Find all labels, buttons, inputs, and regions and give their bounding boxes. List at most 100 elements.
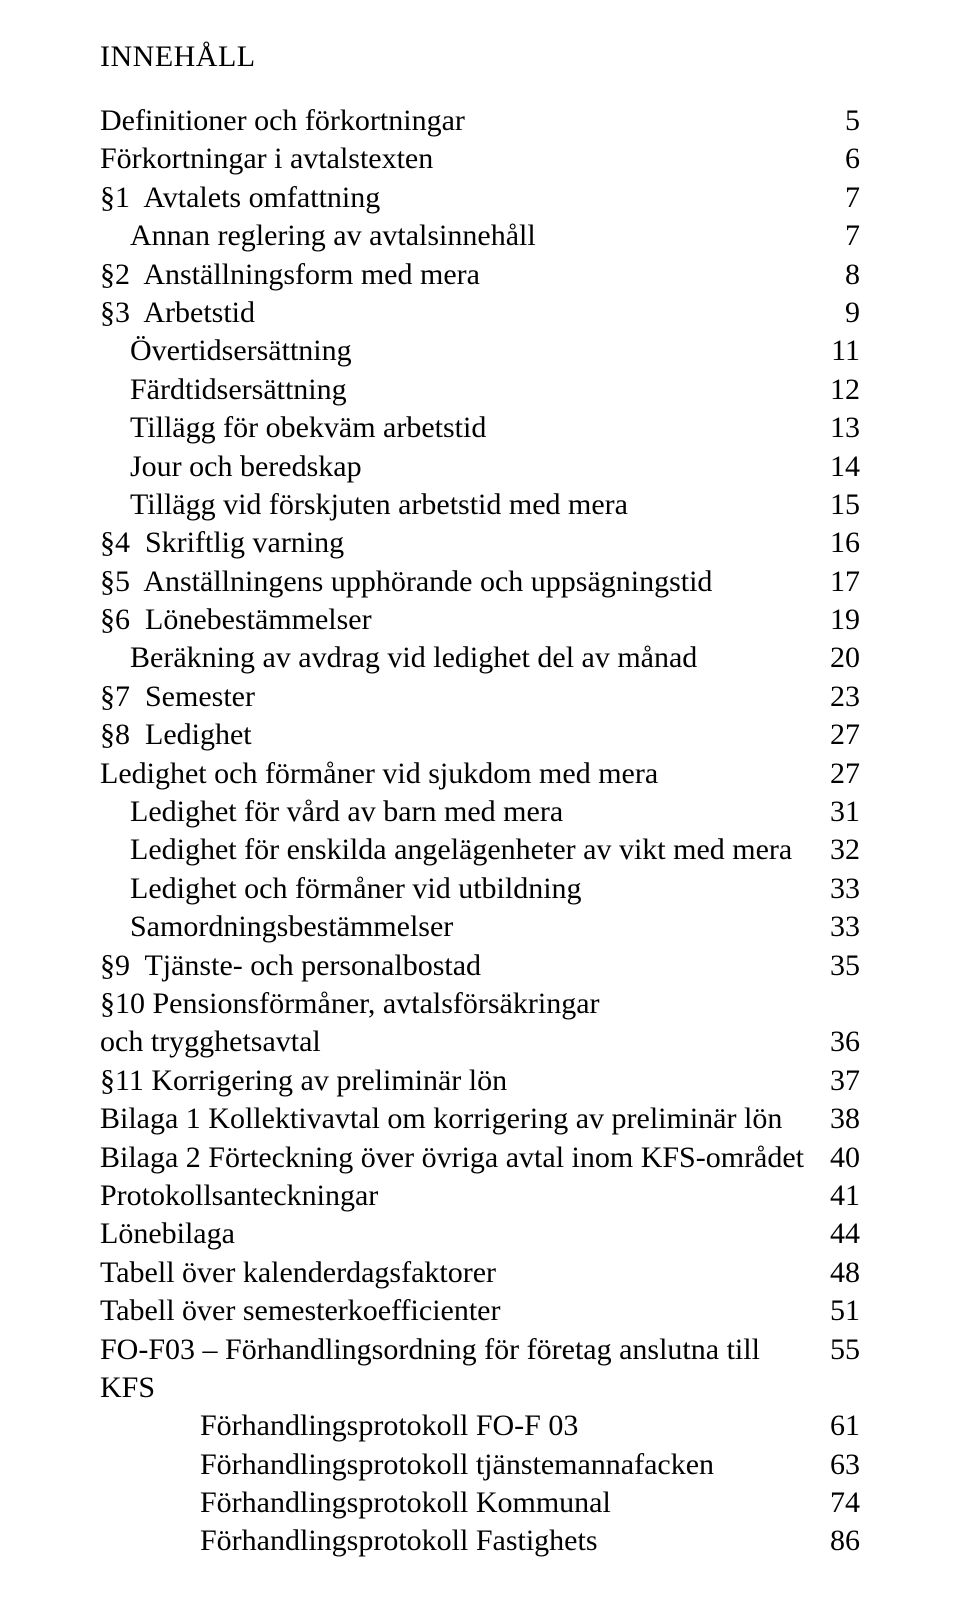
toc-page-number: 15 <box>810 486 860 524</box>
toc-row: §2 Anställningsform med mera8 <box>100 256 860 294</box>
toc-page-number: 14 <box>810 448 860 486</box>
toc-page-number: 8 <box>820 256 860 294</box>
toc-row: §10 Pensionsförmåner, avtalsförsäkringar <box>100 985 860 1023</box>
toc-page-number: 44 <box>810 1215 860 1253</box>
toc-row: FO-F03 – Förhandlingsordning för företag… <box>100 1331 860 1408</box>
toc-page-number: 6 <box>820 140 860 178</box>
toc-list: Definitioner och förkortningar5Förkortni… <box>100 102 860 1561</box>
toc-row: och trygghetsavtal36 <box>100 1023 860 1061</box>
toc-label: Förhandlingsprotokoll FO-F 03 <box>100 1407 810 1445</box>
toc-row: Protokollsanteckningar41 <box>100 1177 860 1215</box>
toc-label: Annan reglering av avtalsinnehåll <box>100 217 820 255</box>
toc-label: §8 Ledighet <box>100 716 810 754</box>
toc-label: Tabell över semesterkoefficienter <box>100 1292 810 1330</box>
toc-row: Förhandlingsprotokoll tjänstemannafacken… <box>100 1446 860 1484</box>
toc-label: Förhandlingsprotokoll Fastighets <box>100 1522 810 1560</box>
toc-row: §9 Tjänste- och personalbostad35 <box>100 947 860 985</box>
toc-page-number: 7 <box>820 217 860 255</box>
toc-label: Tillägg för obekväm arbetstid <box>100 409 810 447</box>
toc-label: Förhandlingsprotokoll Kommunal <box>100 1484 810 1522</box>
toc-row: Förhandlingsprotokoll Fastighets86 <box>100 1522 860 1560</box>
toc-label: FO-F03 – Förhandlingsordning för företag… <box>100 1331 810 1408</box>
toc-page-number: 74 <box>810 1484 860 1522</box>
toc-row: §7 Semester23 <box>100 678 860 716</box>
toc-label: §2 Anställningsform med mera <box>100 256 820 294</box>
toc-row: Förkortningar i avtalstexten6 <box>100 140 860 178</box>
toc-label: Övertidsersättning <box>100 332 811 370</box>
toc-row: §8 Ledighet27 <box>100 716 860 754</box>
toc-row: §4 Skriftlig varning16 <box>100 524 860 562</box>
toc-page-number: 33 <box>810 908 860 946</box>
toc-row: §3 Arbetstid9 <box>100 294 860 332</box>
toc-row: Ledighet för enskilda angelägenheter av … <box>100 831 860 869</box>
toc-label: §5 Anställningens upphörande och uppsägn… <box>100 563 810 601</box>
toc-page-number: 20 <box>810 639 860 677</box>
toc-label: Tillägg vid förskjuten arbetstid med mer… <box>100 486 810 524</box>
toc-page-number: 48 <box>810 1254 860 1292</box>
toc-label: Tabell över kalenderdagsfaktorer <box>100 1254 810 1292</box>
toc-page-number: 36 <box>810 1023 860 1061</box>
toc-page-number: 16 <box>810 524 860 562</box>
toc-label: §7 Semester <box>100 678 810 716</box>
toc-label: §11 Korrigering av preliminär lön <box>100 1062 810 1100</box>
toc-label: Ledighet för enskilda angelägenheter av … <box>100 831 810 869</box>
toc-row: Bilaga 2 Förteckning över övriga avtal i… <box>100 1139 860 1177</box>
toc-row: Samordningsbestämmelser33 <box>100 908 860 946</box>
toc-label: Lönebilaga <box>100 1215 810 1253</box>
toc-row: §11 Korrigering av preliminär lön37 <box>100 1062 860 1100</box>
toc-page-number: 38 <box>810 1100 860 1138</box>
toc-row: §6 Lönebestämmelser19 <box>100 601 860 639</box>
toc-label: Jour och beredskap <box>100 448 810 486</box>
toc-page-number: 33 <box>810 870 860 908</box>
toc-page-number: 13 <box>810 409 860 447</box>
toc-page-number: 32 <box>810 831 860 869</box>
toc-row: Beräkning av avdrag vid ledighet del av … <box>100 639 860 677</box>
toc-row: Förhandlingsprotokoll Kommunal74 <box>100 1484 860 1522</box>
toc-page-number: 31 <box>810 793 860 831</box>
toc-page-number: 5 <box>820 102 860 140</box>
toc-page-number: 40 <box>810 1139 860 1177</box>
toc-label: §10 Pensionsförmåner, avtalsförsäkringar <box>100 985 820 1023</box>
toc-page-number: 41 <box>810 1177 860 1215</box>
toc-row: Jour och beredskap14 <box>100 448 860 486</box>
toc-row: Övertidsersättning11 <box>100 332 860 370</box>
toc-row: Förhandlingsprotokoll FO-F 0361 <box>100 1407 860 1445</box>
toc-label: Bilaga 2 Förteckning över övriga avtal i… <box>100 1139 810 1177</box>
toc-row: Färdtidsersättning12 <box>100 371 860 409</box>
toc-page-number: 55 <box>810 1331 860 1369</box>
toc-label: Förhandlingsprotokoll tjänstemannafacken <box>100 1446 810 1484</box>
toc-page-number: 12 <box>810 371 860 409</box>
toc-row: Annan reglering av avtalsinnehåll7 <box>100 217 860 255</box>
toc-page-number: 35 <box>810 947 860 985</box>
toc-page-number: 51 <box>810 1292 860 1330</box>
toc-row: Ledighet för vård av barn med mera31 <box>100 793 860 831</box>
toc-page-number: 23 <box>810 678 860 716</box>
toc-label: Färdtidsersättning <box>100 371 810 409</box>
toc-label: Bilaga 1 Kollektivavtal om korrigering a… <box>100 1100 810 1138</box>
toc-row: Ledighet och förmåner vid sjukdom med me… <box>100 755 860 793</box>
toc-heading: INNEHÅLL <box>100 40 860 74</box>
toc-row: Tabell över semesterkoefficienter51 <box>100 1292 860 1330</box>
toc-label: §9 Tjänste- och personalbostad <box>100 947 810 985</box>
toc-page-number: 37 <box>810 1062 860 1100</box>
toc-page-number: 86 <box>810 1522 860 1560</box>
toc-label: §4 Skriftlig varning <box>100 524 810 562</box>
toc-page-number: 27 <box>810 716 860 754</box>
toc-label: Beräkning av avdrag vid ledighet del av … <box>100 639 810 677</box>
toc-label: §6 Lönebestämmelser <box>100 601 810 639</box>
toc-page-number: 9 <box>820 294 860 332</box>
toc-label: Ledighet och förmåner vid utbildning <box>100 870 810 908</box>
toc-label: Protokollsanteckningar <box>100 1177 810 1215</box>
toc-row: §1 Avtalets omfattning7 <box>100 179 860 217</box>
toc-page-number: 7 <box>820 179 860 217</box>
toc-page-number: 11 <box>811 332 860 370</box>
toc-label: Ledighet för vård av barn med mera <box>100 793 810 831</box>
toc-page-number: 61 <box>810 1407 860 1445</box>
toc-label: och trygghetsavtal <box>100 1023 810 1061</box>
toc-row: Bilaga 1 Kollektivavtal om korrigering a… <box>100 1100 860 1138</box>
toc-label: Ledighet och förmåner vid sjukdom med me… <box>100 755 810 793</box>
toc-page-number: 27 <box>810 755 860 793</box>
toc-row: Tabell över kalenderdagsfaktorer48 <box>100 1254 860 1292</box>
toc-label: Definitioner och förkortningar <box>100 102 820 140</box>
toc-row: Tillägg vid förskjuten arbetstid med mer… <box>100 486 860 524</box>
